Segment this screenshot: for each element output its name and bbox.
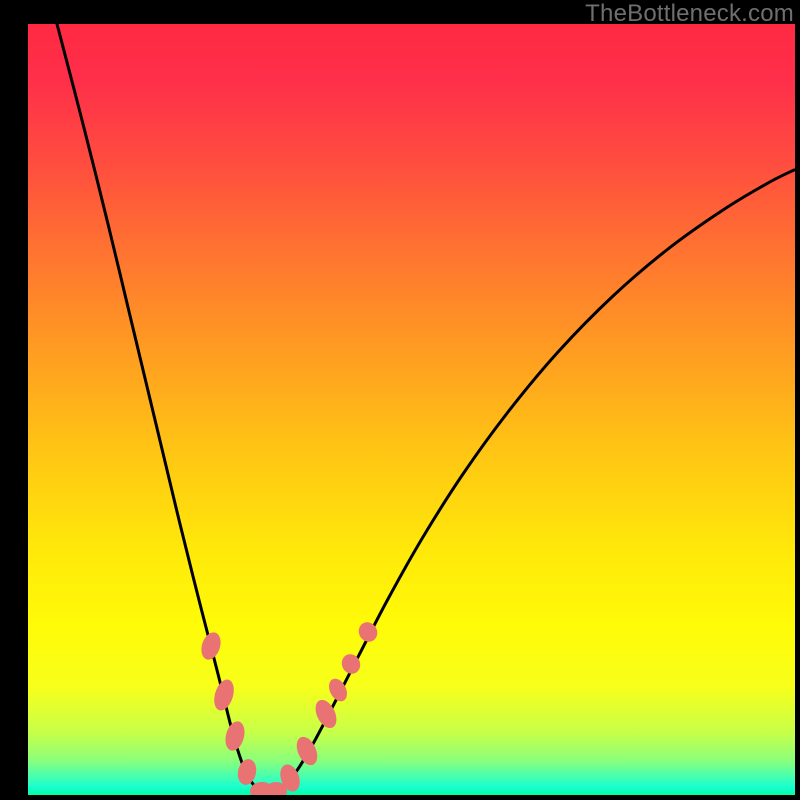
marker-pill (222, 719, 247, 753)
chart-stage: TheBottleneck.com (0, 0, 800, 800)
curve-layer (28, 24, 795, 795)
marker-pill (211, 677, 238, 713)
curve-markers (198, 619, 381, 795)
marker-pill (198, 630, 224, 662)
watermark-text: TheBottleneck.com (585, 0, 794, 28)
marker-pill (235, 757, 258, 786)
plot-area (28, 24, 795, 795)
v-curve (57, 24, 794, 794)
